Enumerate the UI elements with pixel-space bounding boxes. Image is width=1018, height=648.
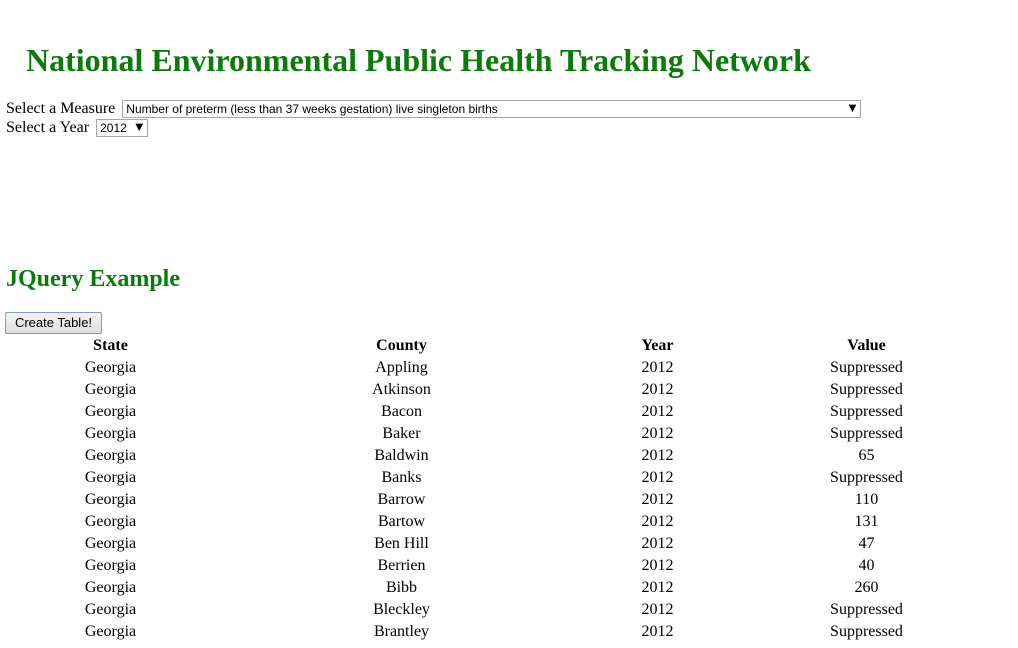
cell-state: Georgia: [84, 381, 137, 398]
table-row: Georgia Barrow 2012 110: [8, 489, 1008, 511]
year-select-value: 2012: [100, 121, 127, 135]
cell-county: Bibb: [385, 579, 418, 596]
page-title: National Environmental Public Health Tra…: [26, 42, 811, 78]
cell-county: Bacon: [381, 403, 422, 420]
cell-county: Ben Hill: [374, 535, 429, 552]
cell-value: 40: [858, 557, 875, 574]
cell-year: 2012: [641, 447, 674, 464]
cell-year: 2012: [641, 623, 674, 640]
cell-value: Suppressed: [830, 469, 903, 486]
cell-state: Georgia: [84, 491, 137, 508]
table-row: Georgia Appling 2012 Suppressed: [8, 357, 1008, 379]
cell-state: Georgia: [84, 469, 137, 486]
measure-select[interactable]: Number of preterm (less than 37 weeks ge…: [122, 100, 862, 118]
column-header-value: Value: [847, 337, 886, 354]
dropdown-arrow-icon: ▼: [848, 103, 857, 114]
table-row: Georgia Baldwin 2012 65: [8, 445, 1008, 467]
cell-state: Georgia: [84, 601, 137, 618]
cell-value: Suppressed: [830, 403, 903, 420]
cell-year: 2012: [641, 601, 674, 618]
cell-year: 2012: [641, 579, 674, 596]
cell-value: Suppressed: [830, 381, 903, 398]
cell-value: 65: [858, 447, 875, 464]
measure-row: Select a Measure Number of preterm (less…: [6, 100, 862, 118]
create-table-button[interactable]: Create Table!: [5, 312, 102, 334]
cell-state: Georgia: [84, 359, 137, 376]
cell-value: Suppressed: [830, 425, 903, 442]
column-header-year: Year: [641, 337, 674, 354]
measure-select-value: Number of preterm (less than 37 weeks ge…: [126, 102, 498, 116]
cell-county: Atkinson: [372, 381, 431, 398]
cell-state: Georgia: [84, 513, 137, 530]
cell-year: 2012: [641, 491, 674, 508]
table-row: Georgia Ben Hill 2012 47: [8, 533, 1008, 555]
section-title: JQuery Example: [6, 266, 180, 292]
cell-state: Georgia: [84, 623, 137, 640]
year-select[interactable]: 2012 ▼: [96, 119, 149, 137]
table-row: Georgia Berrien 2012 40: [8, 555, 1008, 577]
table-header-row: State County Year Value: [8, 335, 1008, 357]
year-label: Select a Year: [6, 119, 90, 136]
cell-state: Georgia: [84, 403, 137, 420]
table-row: Georgia Atkinson 2012 Suppressed: [8, 379, 1008, 401]
cell-county: Appling: [375, 359, 428, 376]
results-table: State County Year Value Georgia Appling 20…: [8, 335, 1008, 643]
cell-year: 2012: [641, 469, 674, 486]
column-header-state: State: [93, 337, 128, 354]
cell-year: 2012: [641, 535, 674, 552]
cell-county: Baker: [382, 425, 421, 442]
cell-county: Barrow: [377, 491, 426, 508]
table-row: Georgia Brantley 2012 Suppressed: [8, 621, 1008, 643]
cell-county: Bartow: [377, 513, 426, 530]
cell-value: 260: [854, 579, 879, 596]
table-row: Georgia Bibb 2012 260: [8, 577, 1008, 599]
cell-state: Georgia: [84, 425, 137, 442]
table-row: Georgia Bleckley 2012 Suppressed: [8, 599, 1008, 621]
table-row: Georgia Bacon 2012 Suppressed: [8, 401, 1008, 423]
cell-county: Bleckley: [373, 601, 430, 618]
cell-year: 2012: [641, 513, 674, 530]
cell-county: Banks: [381, 469, 422, 486]
cell-year: 2012: [641, 557, 674, 574]
cell-value: 110: [854, 491, 879, 508]
cell-value: 47: [858, 535, 875, 552]
cell-county: Berrien: [377, 557, 426, 574]
column-header-county: County: [376, 337, 427, 354]
dropdown-arrow-icon: ▼: [135, 122, 144, 133]
cell-county: Baldwin: [374, 447, 429, 464]
table-row: Georgia Bartow 2012 131: [8, 511, 1008, 533]
cell-value: Suppressed: [830, 359, 903, 376]
table-row: Georgia Banks 2012 Suppressed: [8, 467, 1008, 489]
cell-county: Brantley: [373, 623, 430, 640]
cell-value: Suppressed: [830, 601, 903, 618]
cell-value: 131: [854, 513, 879, 530]
cell-state: Georgia: [84, 447, 137, 464]
cell-year: 2012: [641, 381, 674, 398]
cell-year: 2012: [641, 359, 674, 376]
measure-label: Select a Measure: [6, 100, 116, 117]
cell-year: 2012: [641, 403, 674, 420]
table-row: Georgia Baker 2012 Suppressed: [8, 423, 1008, 445]
cell-state: Georgia: [84, 579, 137, 596]
cell-year: 2012: [641, 425, 674, 442]
year-row: Select a Year 2012 ▼: [6, 119, 149, 137]
cell-state: Georgia: [84, 535, 137, 552]
cell-value: Suppressed: [830, 623, 903, 640]
cell-state: Georgia: [84, 557, 137, 574]
